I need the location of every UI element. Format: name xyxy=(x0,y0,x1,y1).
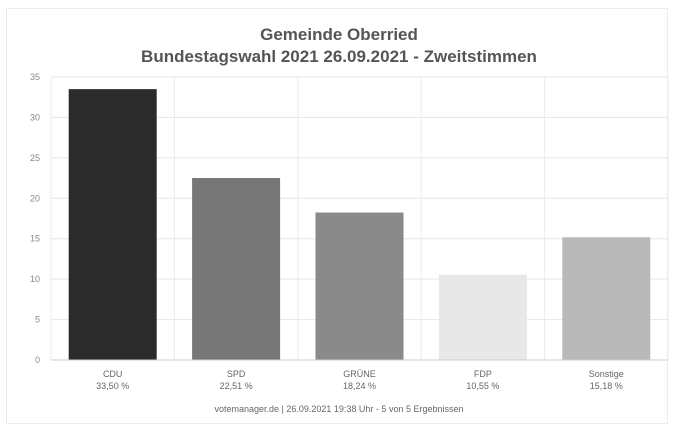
y-tick-label: 15 xyxy=(30,234,40,244)
y-tick-label: 25 xyxy=(30,153,40,163)
bar xyxy=(438,274,527,360)
x-tick-label: SPD xyxy=(227,369,246,379)
data-label: 15,18 % xyxy=(590,381,623,391)
bar xyxy=(192,177,281,360)
x-tick-label: CDU xyxy=(103,369,123,379)
bar xyxy=(562,237,651,360)
chart-title: Gemeinde Oberried xyxy=(260,25,418,44)
data-label: 18,24 % xyxy=(343,381,376,391)
chart-subtitle: Bundestagswahl 2021 26.09.2021 - Zweitst… xyxy=(141,47,537,66)
data-label: 33,50 % xyxy=(96,381,129,391)
y-tick-label: 0 xyxy=(35,355,40,365)
chart-footer: votemanager.de | 26.09.2021 19:38 Uhr - … xyxy=(214,404,464,414)
x-tick-label: Sonstige xyxy=(589,369,624,379)
y-tick-label: 20 xyxy=(30,193,40,203)
y-tick-label: 30 xyxy=(30,112,40,122)
y-tick-label: 5 xyxy=(35,315,40,325)
x-tick-label: FDP xyxy=(474,369,492,379)
bar xyxy=(68,89,157,360)
data-label: 10,55 % xyxy=(466,381,499,391)
y-tick-label: 35 xyxy=(30,72,40,82)
x-tick-label: GRÜNE xyxy=(343,369,376,379)
bar xyxy=(315,212,404,360)
y-tick-label: 10 xyxy=(30,274,40,284)
data-label: 22,51 % xyxy=(220,381,253,391)
